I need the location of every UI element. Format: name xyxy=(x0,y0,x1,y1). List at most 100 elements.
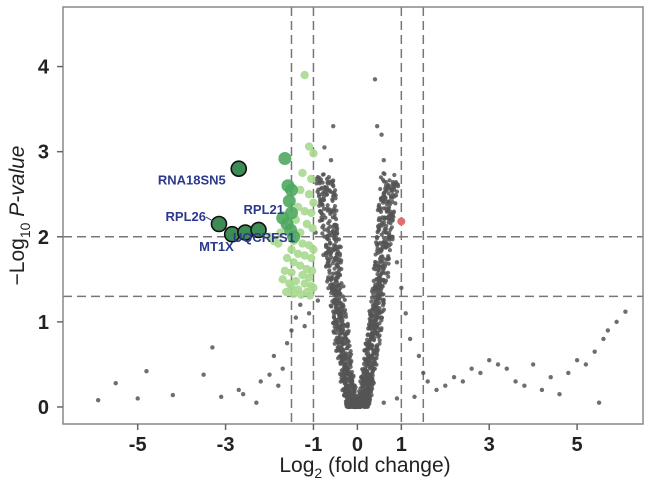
ns-point xyxy=(371,338,377,343)
ns-point xyxy=(378,186,383,192)
ns-point xyxy=(354,404,359,409)
ns-point xyxy=(306,311,312,316)
ns-point xyxy=(350,399,355,404)
ns-point xyxy=(320,225,325,230)
ns-point xyxy=(403,311,408,316)
ns-point xyxy=(364,363,370,368)
down-light-point xyxy=(285,279,294,288)
ns-point xyxy=(276,383,281,388)
ns-point xyxy=(298,302,303,308)
ns-point xyxy=(344,314,349,319)
ns-point xyxy=(323,244,329,249)
ns-point xyxy=(339,281,344,286)
ns-point xyxy=(389,187,394,192)
ns-point xyxy=(375,332,380,337)
ns-point xyxy=(592,349,597,354)
ns-point xyxy=(340,388,345,393)
ns-point xyxy=(376,264,381,269)
ns-point xyxy=(365,369,370,374)
ns-point xyxy=(371,306,376,311)
down-light-point xyxy=(305,291,315,300)
ns-point xyxy=(377,227,382,232)
x-tick-label: 5 xyxy=(572,434,583,456)
down-light-point xyxy=(309,245,318,254)
ns-point xyxy=(539,387,545,393)
x-tick-label: -5 xyxy=(129,434,147,456)
ns-point xyxy=(368,380,373,385)
ns-point xyxy=(375,242,380,247)
ns-point xyxy=(333,239,339,244)
ns-point xyxy=(342,356,347,361)
ns-point xyxy=(339,308,345,313)
ns-point xyxy=(386,274,391,279)
ns-point xyxy=(240,392,246,397)
down-light-point xyxy=(300,279,309,288)
ns-point xyxy=(487,357,492,363)
ns-point xyxy=(381,220,387,225)
ns-point xyxy=(360,384,365,389)
ns-point xyxy=(337,272,342,277)
ns-point xyxy=(341,328,346,333)
ns-point xyxy=(421,370,426,376)
ns-point xyxy=(394,260,400,265)
ns-point xyxy=(324,192,329,197)
ns-point xyxy=(365,401,370,406)
ns-point xyxy=(367,338,372,343)
ns-point xyxy=(377,223,382,228)
ns-point xyxy=(332,266,337,271)
plot-frame xyxy=(62,6,644,425)
up-point xyxy=(397,217,406,226)
ns-point xyxy=(332,231,337,236)
ns-point xyxy=(340,294,346,299)
y-axis-title: −Log10 P-value xyxy=(6,146,33,286)
ns-point xyxy=(574,357,580,363)
ns-point xyxy=(451,374,457,380)
down-light-point xyxy=(282,253,292,263)
down-light-point xyxy=(287,268,296,277)
ns-point xyxy=(504,366,509,371)
ns-point xyxy=(382,215,387,220)
ns-point xyxy=(333,303,339,308)
ns-point xyxy=(331,193,337,198)
ns-point xyxy=(363,377,368,383)
ns-point xyxy=(341,284,346,289)
ns-point xyxy=(330,286,335,291)
ns-point xyxy=(320,217,325,222)
ns-point xyxy=(327,257,332,262)
ns-point xyxy=(374,290,379,295)
ns-point xyxy=(345,321,350,326)
ns-point xyxy=(375,344,380,349)
ns-point xyxy=(382,264,388,269)
ns-point xyxy=(385,209,391,214)
ns-point xyxy=(348,364,353,369)
down-light-point xyxy=(265,232,274,241)
ns-point xyxy=(144,369,149,374)
gene-label: RPL26 xyxy=(166,209,206,224)
ns-point xyxy=(345,329,350,334)
down-strong-point xyxy=(287,230,301,244)
ns-point xyxy=(321,197,326,203)
ns-point xyxy=(374,236,380,241)
ns-point xyxy=(331,258,337,263)
ns-point xyxy=(280,366,285,371)
ns-point xyxy=(320,192,325,197)
ns-point xyxy=(336,237,342,242)
ns-point xyxy=(384,199,390,204)
ns-point xyxy=(370,386,375,391)
ns-point xyxy=(384,180,389,185)
down-light-point xyxy=(307,174,316,184)
ns-point xyxy=(352,396,357,401)
ns-point xyxy=(332,212,337,217)
down-light-point xyxy=(309,198,318,207)
ns-point xyxy=(368,390,373,395)
ns-point xyxy=(387,248,392,253)
ns-point xyxy=(372,286,377,292)
ns-point xyxy=(366,322,372,327)
gene-label: UQCRFS1 xyxy=(233,230,295,245)
y-tick-label: 4 xyxy=(38,57,50,79)
ns-point xyxy=(425,379,430,384)
ns-point xyxy=(343,393,348,398)
ns-point xyxy=(332,320,337,325)
ns-point xyxy=(460,379,466,384)
